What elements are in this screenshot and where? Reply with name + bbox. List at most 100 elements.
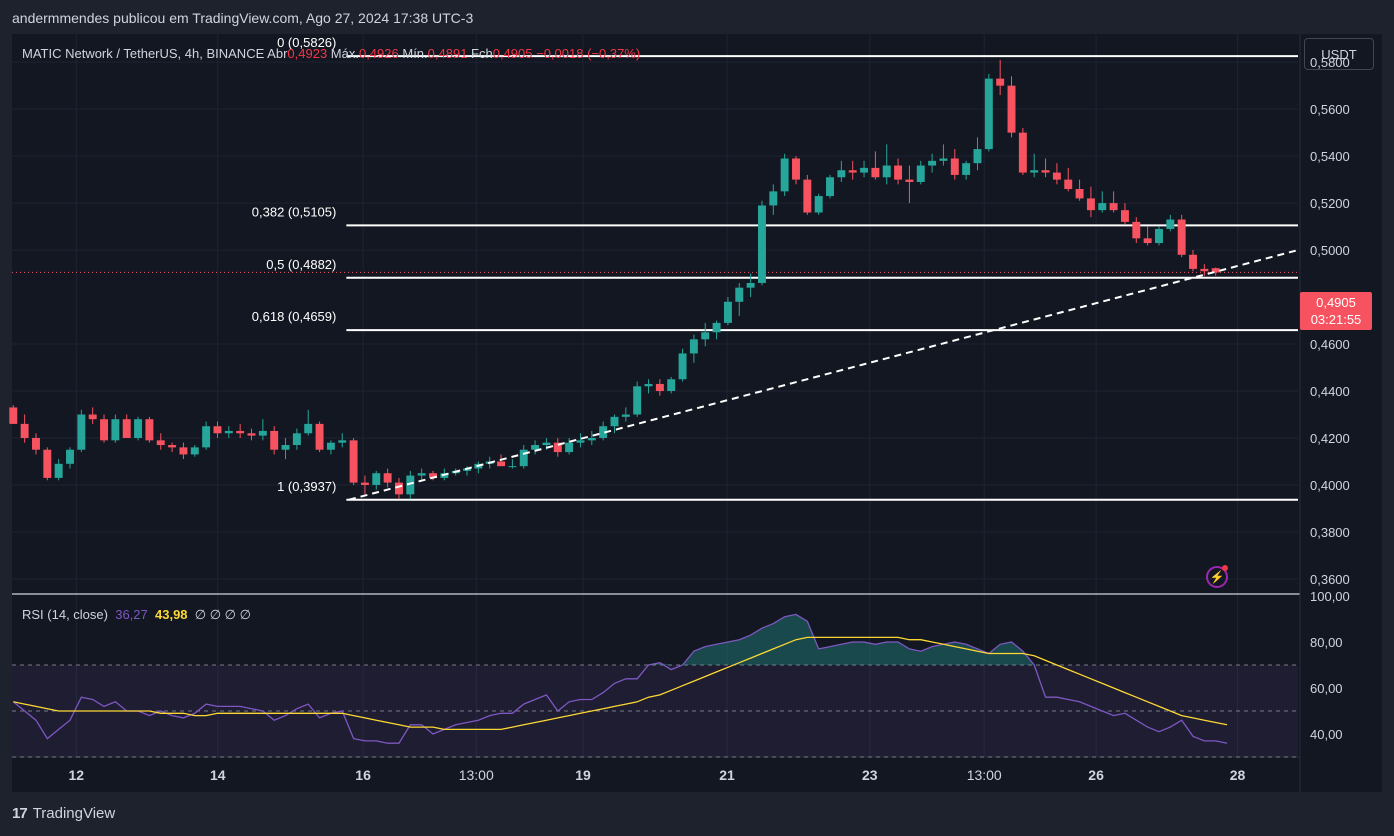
symbol-legend: MATIC Network / TetherUS, 4h, BINANCE Ab… [22,46,640,61]
candle-up [746,282,755,288]
candle-up [292,433,301,446]
candle-up [372,473,381,485]
candle-down [1052,172,1061,180]
candle-up [962,163,971,175]
candle-up [814,196,823,213]
price-tick-label: 0,5400 [1310,149,1350,164]
candle-down [383,473,392,483]
rsi-value: 36,27 [115,607,148,622]
candle-up [678,353,687,380]
close-label: Fch [471,46,493,61]
low-value: 0,4891 [427,46,468,61]
candle-down [315,423,324,450]
candle-down [950,158,959,175]
chart-frame[interactable] [12,34,1382,792]
candle-down [122,419,131,438]
candle-up [735,287,744,302]
candle-down [43,449,52,478]
trendline [348,249,1299,501]
candle-up [837,170,846,178]
lightning-icon[interactable]: ⚡ [1206,566,1228,588]
candle-down [1177,219,1186,255]
candle-up [928,160,937,166]
candle-up [134,419,143,438]
time-tick-label: 13:00 [967,767,1002,783]
candle-up [712,322,721,333]
price-tick-label: 0,5800 [1310,55,1350,70]
tradingview-logo-icon: 17 [12,805,28,822]
candle-up [1030,170,1039,173]
candle-down [1120,210,1129,222]
candle-down [1007,85,1016,133]
footer[interactable]: 17 TradingView [12,805,115,822]
price-tick-label: 0,4400 [1310,384,1350,399]
candle-up [576,440,585,443]
rsi-legend[interactable]: RSI (14, close) 36,27 43,98 ∅ ∅ ∅ ∅ [22,607,251,623]
candle-up [984,78,993,150]
candle-up [1166,219,1175,229]
candle-up [826,177,834,197]
candle-down [394,482,403,495]
candle-up [621,414,630,417]
candle-down [20,423,29,438]
candle-down [168,445,177,448]
candle-up [54,463,63,478]
candle-down [1018,132,1027,173]
candle-down [213,426,222,434]
candle-down [179,447,188,455]
candle-up [508,466,517,468]
candle-up [406,475,415,495]
candle-up [281,445,290,450]
rsi-tick-label: 60,00 [1310,681,1343,696]
candle-up [519,449,528,467]
candle-down [1132,221,1141,239]
candle-down [32,437,40,450]
candle-up [780,158,789,192]
publisher-line: andermmendes publicou em TradingView.com… [12,10,474,26]
symbol-title: MATIC Network / TetherUS, 4h, BINANCE [22,46,265,61]
candle-up [644,383,653,387]
candle-up [587,437,596,441]
time-tick-label: 13:00 [459,767,494,783]
time-tick-label: 26 [1088,767,1104,783]
change-value: −0,0018 (−0,37%) [536,46,641,61]
price-tick-label: 0,5200 [1310,196,1350,211]
candle-up [689,339,698,354]
rsi-tick-label: 40,00 [1310,727,1343,742]
time-tick-label: 28 [1230,767,1246,783]
candle-down [553,442,562,453]
candle-up [916,165,925,182]
candle-up [882,165,891,178]
fib-level-label: 0 (0,5826) [277,35,336,50]
candle-up [1155,228,1163,244]
currency-button[interactable]: USDT [1304,38,1374,70]
candle-down [429,473,437,478]
candle-up [939,158,948,161]
close-value: 0,4905 [492,46,533,61]
last-price-tag: 0,4905 03:21:55 [1300,292,1372,330]
candle-up [701,332,710,340]
fib-level-label: 1 (0,3937) [277,479,336,494]
candle-down [792,158,800,180]
time-tick-label: 23 [862,767,878,783]
open-label: Abr [267,46,288,61]
rsi-ma-value: 43,98 [155,607,188,622]
rsi-label: RSI (14, close) [22,607,108,622]
time-tick-label: 12 [69,767,85,783]
candle-down [848,170,857,173]
candle-down [894,165,903,180]
candle-up [202,426,211,448]
candle-up [723,301,732,323]
brand-name: TradingView [32,805,116,822]
candle-down [497,461,506,467]
price-tick-label: 0,4600 [1310,337,1350,352]
candle-down [270,430,279,450]
candle-up [599,426,608,438]
candle-down [1086,198,1095,211]
candle-down [1109,203,1118,211]
price-tick-label: 0,3600 [1310,572,1350,587]
candle-down [1143,238,1152,244]
candle-down [1200,268,1209,272]
candle-down [996,78,1005,86]
